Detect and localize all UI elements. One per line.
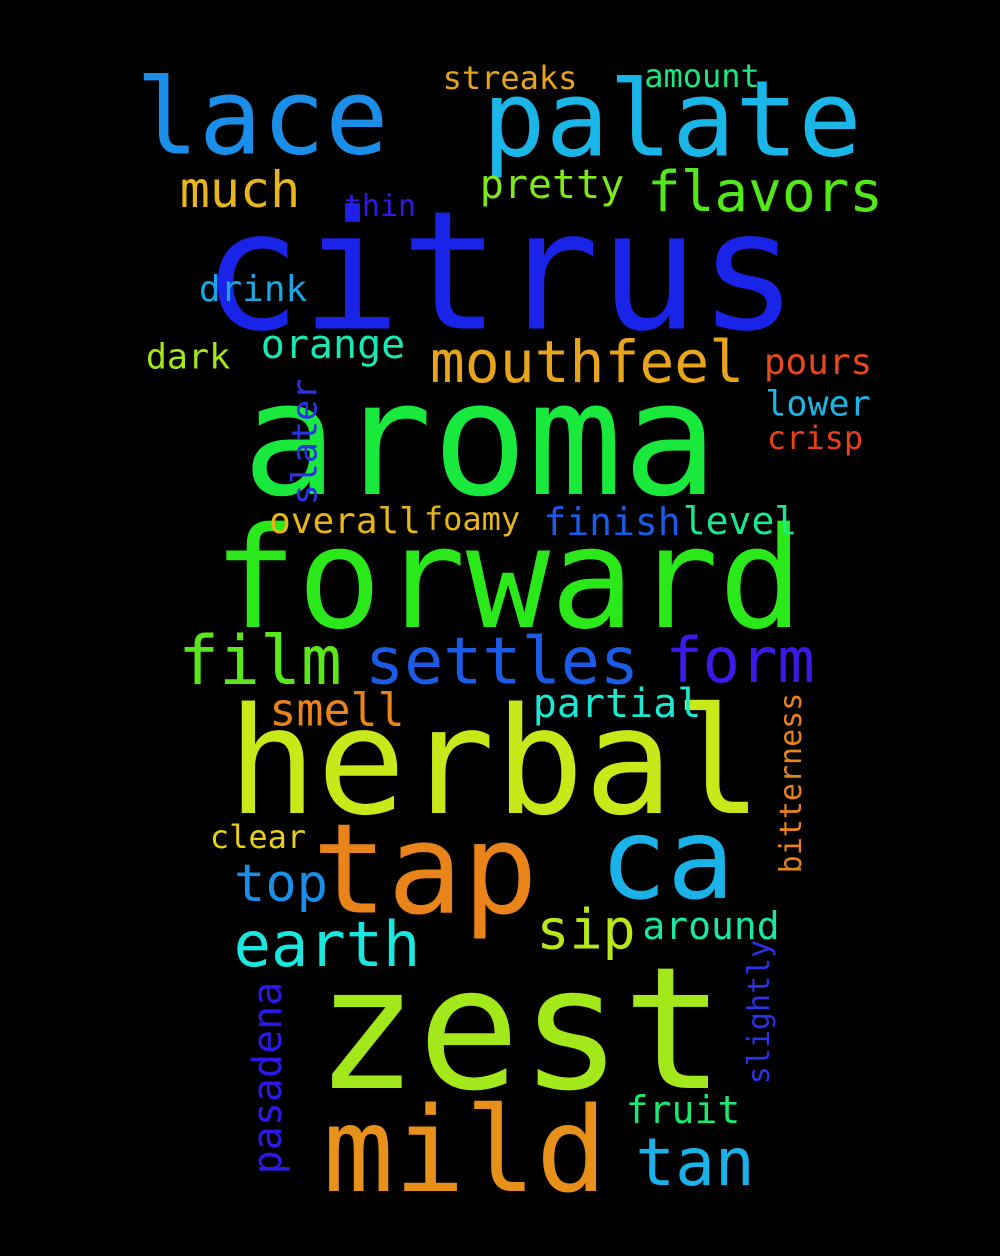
word-flavors: flavors — [646, 160, 884, 225]
word-top: top — [234, 854, 328, 914]
word-much: much — [179, 161, 301, 219]
word-pasadena: pasadena — [245, 981, 291, 1175]
word-citrus: citrus — [201, 175, 799, 368]
word-thin: thin — [343, 189, 417, 224]
word-mild: mild — [322, 1081, 608, 1219]
word-aroma: aroma — [242, 348, 718, 532]
word-pours: pours — [763, 342, 873, 383]
word-streaks: streaks — [442, 59, 578, 97]
word-film: film — [178, 622, 342, 701]
word-smell: smell — [269, 683, 405, 737]
word-tap: tap — [312, 797, 538, 943]
word-form: form — [665, 624, 815, 697]
word-foamy: foamy — [423, 500, 521, 538]
word-slightly: slightly — [742, 939, 777, 1085]
word-amount: amount — [644, 57, 760, 95]
word-finish: finish — [543, 500, 681, 544]
word-forward: forward — [212, 498, 804, 661]
word-pretty: pretty — [479, 162, 625, 208]
word-tan: tan — [635, 1124, 755, 1201]
word-bitterness: bitterness — [774, 692, 809, 874]
word-orange: orange — [260, 322, 406, 368]
word-partial: partial — [532, 681, 702, 727]
word-sip: sip — [536, 897, 636, 962]
word-fruit: fruit — [625, 1088, 741, 1132]
word-herbal: herbal — [227, 676, 763, 848]
word-clear: clear — [209, 818, 307, 856]
word-dark: dark — [145, 337, 231, 378]
word-settles: settles — [365, 624, 639, 700]
word-around: around — [642, 904, 780, 948]
word-drink: drink — [198, 269, 308, 310]
word-ca: ca — [599, 795, 735, 925]
word-earth: earth — [233, 908, 421, 981]
word-overall: overall — [269, 501, 421, 542]
word-lower: lower — [765, 384, 871, 425]
word-slater: slater — [285, 378, 326, 506]
word-level: level — [682, 499, 798, 543]
word-zest: zest — [315, 931, 725, 1129]
word-palate: palate — [482, 58, 862, 181]
word-mouthfeel: mouthfeel — [429, 328, 745, 396]
word-crisp: crisp — [766, 419, 864, 457]
word-lace: lace — [135, 56, 389, 179]
